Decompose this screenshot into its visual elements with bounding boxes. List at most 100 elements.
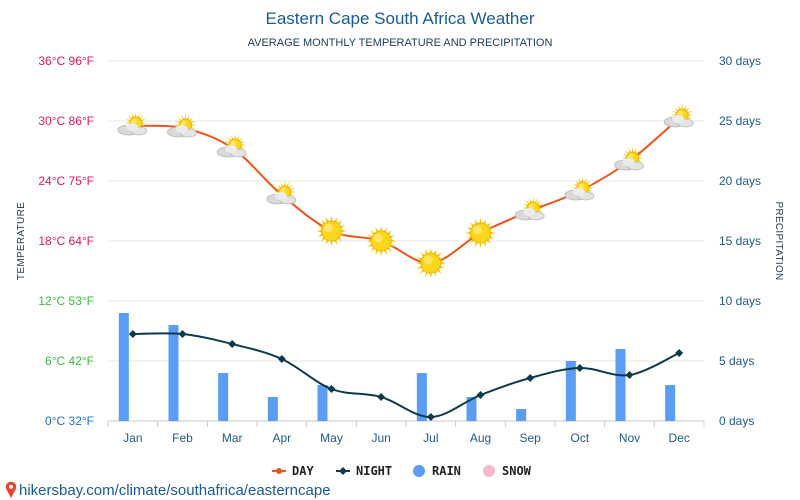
sun-highlight — [280, 187, 286, 193]
sun-ray — [636, 150, 641, 155]
cloud-part — [523, 208, 536, 216]
sun-ray — [490, 231, 496, 235]
y-left-tick-label: 18°C 64°F — [38, 234, 94, 248]
sun-ray — [225, 140, 230, 144]
sun-ray — [141, 124, 146, 128]
sun-highlight — [528, 203, 535, 209]
sun-ray — [290, 193, 295, 197]
partly-cloudy-icon — [167, 114, 197, 138]
sun-ray — [429, 248, 433, 254]
cloud-part — [572, 188, 585, 196]
sun-ray — [334, 217, 338, 223]
night-temperature-point — [476, 391, 485, 399]
sun-ray — [131, 112, 135, 118]
sun-ray — [474, 219, 478, 225]
sun-ray — [290, 191, 296, 193]
sun-icon — [316, 216, 347, 246]
sun-ray — [280, 181, 284, 187]
sun-ray — [238, 137, 243, 142]
x-tick-label: Nov — [619, 431, 640, 445]
rain-bar — [267, 397, 278, 421]
rain-bar — [168, 325, 179, 421]
y-left-axis-title: TEMPERATURE — [16, 202, 27, 280]
sun-ray — [631, 147, 634, 153]
map-pin-icon-dot — [9, 484, 13, 489]
sun-ray — [672, 110, 677, 114]
sun-ray — [288, 184, 293, 189]
source-link[interactable]: hikersbay.com/climate/southafrica/easter… — [5, 473, 331, 499]
sun-ray — [240, 140, 246, 144]
x-tick-label: Jul — [423, 431, 438, 445]
sun-ray — [416, 257, 423, 261]
sun-highlight — [373, 233, 383, 243]
sun-highlight — [131, 118, 137, 124]
sun-ray — [174, 124, 180, 126]
rain-bar — [516, 409, 527, 421]
night-temperature-point — [426, 413, 435, 421]
sun-ray — [638, 157, 644, 159]
sun-ray — [125, 118, 131, 122]
y-left-tick-label: 30°C 86°F — [38, 114, 94, 128]
y-left-ticks: 36°C 96°F 30°C 86°F 24°C 75°F 18°C 64°F 12°C… — [38, 54, 94, 428]
sun-ray — [284, 181, 286, 187]
sun-ray — [277, 184, 282, 189]
x-tick-label: Dec — [668, 431, 689, 445]
sun-ray — [433, 271, 437, 277]
y-right-ticks: 30 days 25 days 20 days 15 days 10 days 5 day… — [719, 54, 761, 428]
chart-title: Eastern Cape South Africa Weather — [265, 9, 534, 28]
rain-bar — [218, 373, 229, 421]
legend-item-night[interactable]: NIGHT — [336, 464, 392, 478]
sun-ray — [177, 117, 182, 122]
sun-ray — [273, 191, 279, 193]
sun-ray — [466, 227, 472, 231]
sun-ray — [416, 265, 423, 269]
legend-marker — [339, 467, 347, 475]
x-tick-label: Sep — [519, 431, 541, 445]
legend-marker — [276, 468, 282, 474]
legend-item-rain[interactable]: RAIN — [413, 464, 461, 478]
sun-ray — [681, 104, 683, 110]
sun-ray — [634, 147, 637, 153]
sun-ray — [391, 239, 397, 243]
rain-bar — [565, 361, 576, 421]
sun-ray — [466, 235, 472, 239]
x-tick-label: Jun — [371, 431, 390, 445]
rain-bar — [466, 397, 477, 421]
sun-ray — [479, 218, 482, 224]
sun-ray — [637, 159, 643, 163]
sun-ray — [628, 147, 631, 153]
sun-ray — [688, 114, 694, 116]
sun-ray — [341, 229, 347, 233]
sun-ray — [340, 225, 346, 229]
sun-ray — [330, 240, 333, 246]
legend-item-day[interactable]: DAY — [272, 464, 314, 478]
sun-ray — [379, 250, 383, 256]
x-tick-label: Oct — [570, 431, 589, 445]
y-left-tick-label: 24°C 75°F — [38, 174, 94, 188]
sun-ray — [532, 197, 534, 203]
sun-ray — [367, 235, 373, 239]
sun-ray — [141, 122, 147, 124]
sun-ray — [439, 265, 445, 269]
sun-ray — [389, 235, 396, 239]
sun-ray — [383, 227, 387, 233]
legend-item-snow[interactable]: SNOW — [483, 464, 532, 478]
sun-ray — [572, 183, 578, 187]
sun-ray — [440, 261, 446, 265]
y-right-tick-label: 0 days — [719, 414, 754, 428]
source-text[interactable]: hikersbay.com/climate/southafrica/easter… — [19, 482, 331, 499]
sun-ray — [671, 114, 677, 116]
sun-ray — [375, 227, 379, 233]
partly-cloudy-icon — [117, 112, 148, 136]
sun-ray — [588, 189, 593, 193]
sun-ray — [637, 153, 643, 157]
sun-ray — [317, 233, 323, 237]
sun-ray — [325, 239, 329, 245]
partly-cloudy-icon — [614, 147, 644, 171]
sun-ray — [683, 104, 687, 110]
sun-ray — [175, 120, 181, 124]
cloud-part — [622, 158, 635, 166]
rain-bar — [665, 385, 676, 421]
sun-ray — [367, 243, 373, 247]
sun-ray — [425, 271, 429, 277]
